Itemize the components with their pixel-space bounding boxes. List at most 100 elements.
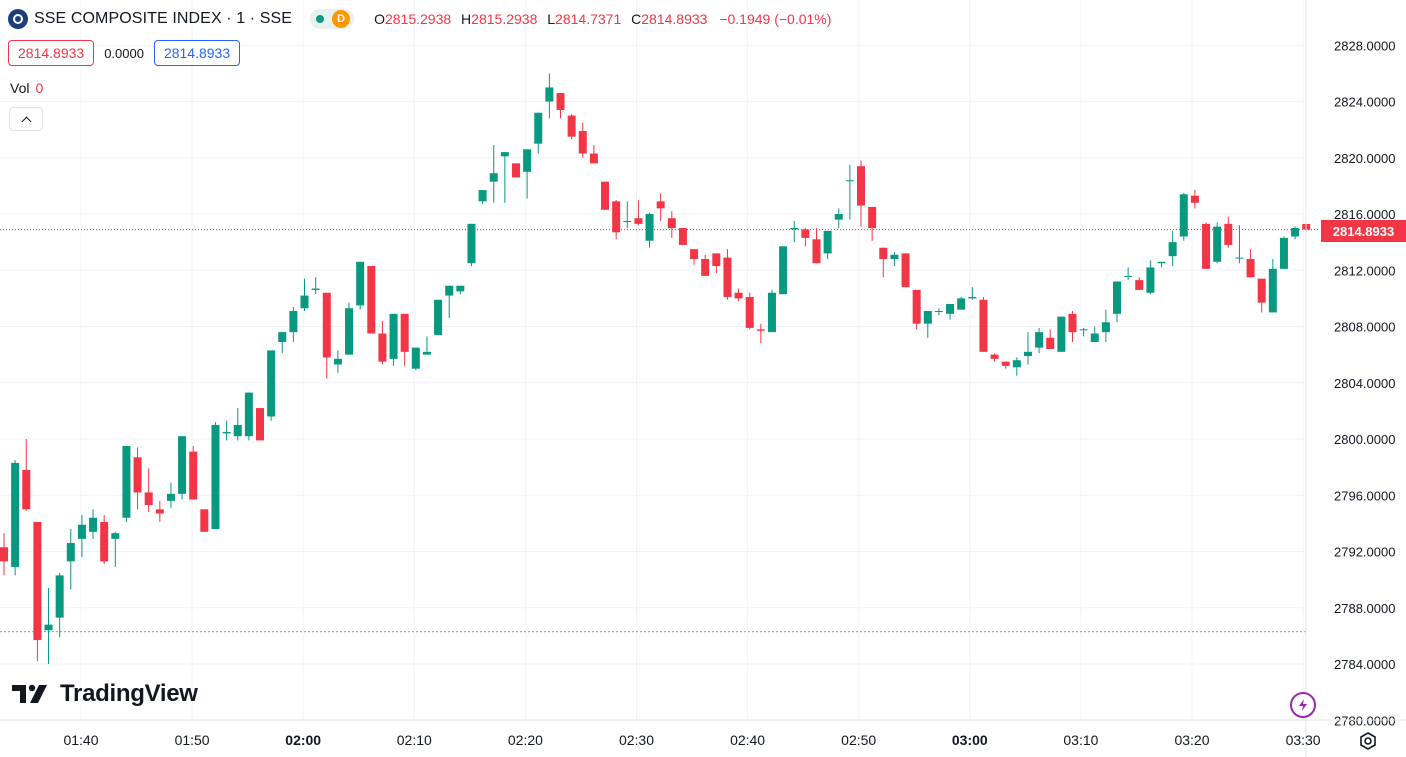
- candle-body: [1213, 226, 1222, 262]
- delayed-data-badge: D: [332, 10, 351, 28]
- candle-body: [1023, 351, 1032, 357]
- candle: [667, 211, 676, 238]
- candle: [1168, 230, 1177, 267]
- candle: [1235, 225, 1244, 264]
- tradingview-logo-icon: [12, 684, 47, 703]
- candle-body: [1268, 268, 1277, 313]
- candle: [745, 292, 754, 330]
- candle: [1190, 190, 1199, 209]
- chart-settings-button[interactable]: [1355, 728, 1381, 754]
- candle-body: [166, 493, 175, 501]
- y-tick-label: 2808.0000: [1334, 320, 1395, 335]
- buy-price-button[interactable]: 2814.8933: [153, 40, 241, 66]
- candle-body: [278, 332, 287, 342]
- candle: [200, 509, 209, 532]
- candle-body: [790, 228, 799, 230]
- candle-body: [545, 87, 554, 102]
- candle: [868, 206, 877, 241]
- y-tick-label: 2804.0000: [1334, 376, 1395, 391]
- candle: [812, 228, 821, 264]
- candle-body: [378, 333, 387, 362]
- candle: [678, 228, 687, 245]
- sell-price-button[interactable]: 2814.8933: [8, 40, 95, 66]
- chevron-up-icon: [21, 116, 31, 126]
- chart-grid: [0, 0, 1306, 721]
- candle: [111, 531, 120, 567]
- market-open-dot-icon: [316, 15, 325, 23]
- candle: [756, 323, 765, 344]
- candle: [1057, 316, 1066, 352]
- candle: [545, 73, 554, 119]
- candle-body: [211, 424, 220, 529]
- candle: [623, 201, 632, 229]
- volume-value: 0: [35, 80, 44, 96]
- candle: [434, 299, 443, 335]
- candle-body: [1246, 259, 1255, 278]
- candle-body: [612, 201, 621, 233]
- candle-body: [100, 521, 109, 562]
- candle-body: [345, 308, 354, 355]
- x-tick-label: 01:40: [63, 732, 98, 748]
- candle-body: [155, 509, 164, 514]
- candle: [567, 114, 576, 140]
- candle: [1279, 236, 1288, 269]
- candle: [500, 152, 509, 203]
- candle-body: [901, 253, 910, 288]
- spread-value: 0.0000: [104, 45, 144, 61]
- lightning-icon: [1299, 699, 1307, 711]
- high-label: H: [461, 11, 472, 27]
- lightning-button[interactable]: [1290, 692, 1316, 718]
- candle: [834, 208, 843, 229]
- candle-body: [656, 201, 665, 209]
- candle: [166, 482, 175, 508]
- market-status-pill[interactable]: D: [310, 9, 355, 29]
- y-tick-label: 2796.0000: [1334, 488, 1395, 503]
- x-tick-label: 02:10: [397, 732, 432, 748]
- x-tick-label: 02:40: [730, 732, 765, 748]
- candle: [511, 163, 520, 178]
- candle-body: [1257, 278, 1266, 303]
- candle-body: [589, 153, 598, 164]
- candle-body: [356, 261, 365, 306]
- candle: [901, 253, 910, 288]
- tradingview-watermark[interactable]: TradingView: [12, 680, 198, 708]
- collapse-legend-button[interactable]: [9, 107, 43, 131]
- open-label: O: [374, 11, 385, 27]
- candle: [1135, 277, 1144, 290]
- candle-body: [701, 259, 710, 276]
- ohlc-values: O2815.2938 H2815.2938 L2814.7371 C2814.8…: [374, 11, 831, 27]
- volume-legend[interactable]: Vol 0: [10, 80, 43, 96]
- candle: [556, 93, 565, 119]
- candle-body: [289, 311, 298, 333]
- candle-body: [990, 354, 999, 359]
- candle-body: [801, 229, 810, 238]
- candle: [211, 422, 220, 529]
- candle: [233, 408, 242, 441]
- candle-body: [690, 249, 699, 259]
- candle: [1079, 327, 1088, 337]
- candle-body: [500, 152, 509, 157]
- candle: [1157, 261, 1166, 268]
- y-tick-label: 2824.0000: [1334, 95, 1395, 110]
- candle: [478, 190, 487, 205]
- candle-body: [322, 292, 331, 358]
- candle-body: [1090, 333, 1099, 342]
- candle-body: [523, 149, 532, 172]
- candle: [634, 199, 643, 226]
- candle-body: [857, 166, 866, 206]
- candle-body: [178, 436, 187, 494]
- candle-body: [957, 298, 966, 310]
- candle: [33, 521, 42, 662]
- candle-body: [1179, 194, 1188, 237]
- symbol-title[interactable]: SSE COMPOSITE INDEX · 1 · SSE: [34, 10, 293, 27]
- price-axis: 2828.0000 2824.0000 2820.0000 2816.0000 2812…: [1305, 0, 1395, 757]
- candle-body: [1291, 228, 1300, 237]
- candle: [1035, 327, 1044, 354]
- candle-body: [22, 469, 31, 510]
- candle-body: [868, 206, 877, 229]
- exchange-logo-icon: [8, 9, 28, 29]
- candle-body: [879, 247, 888, 259]
- candle-body: [367, 266, 376, 334]
- candle-body: [222, 431, 231, 434]
